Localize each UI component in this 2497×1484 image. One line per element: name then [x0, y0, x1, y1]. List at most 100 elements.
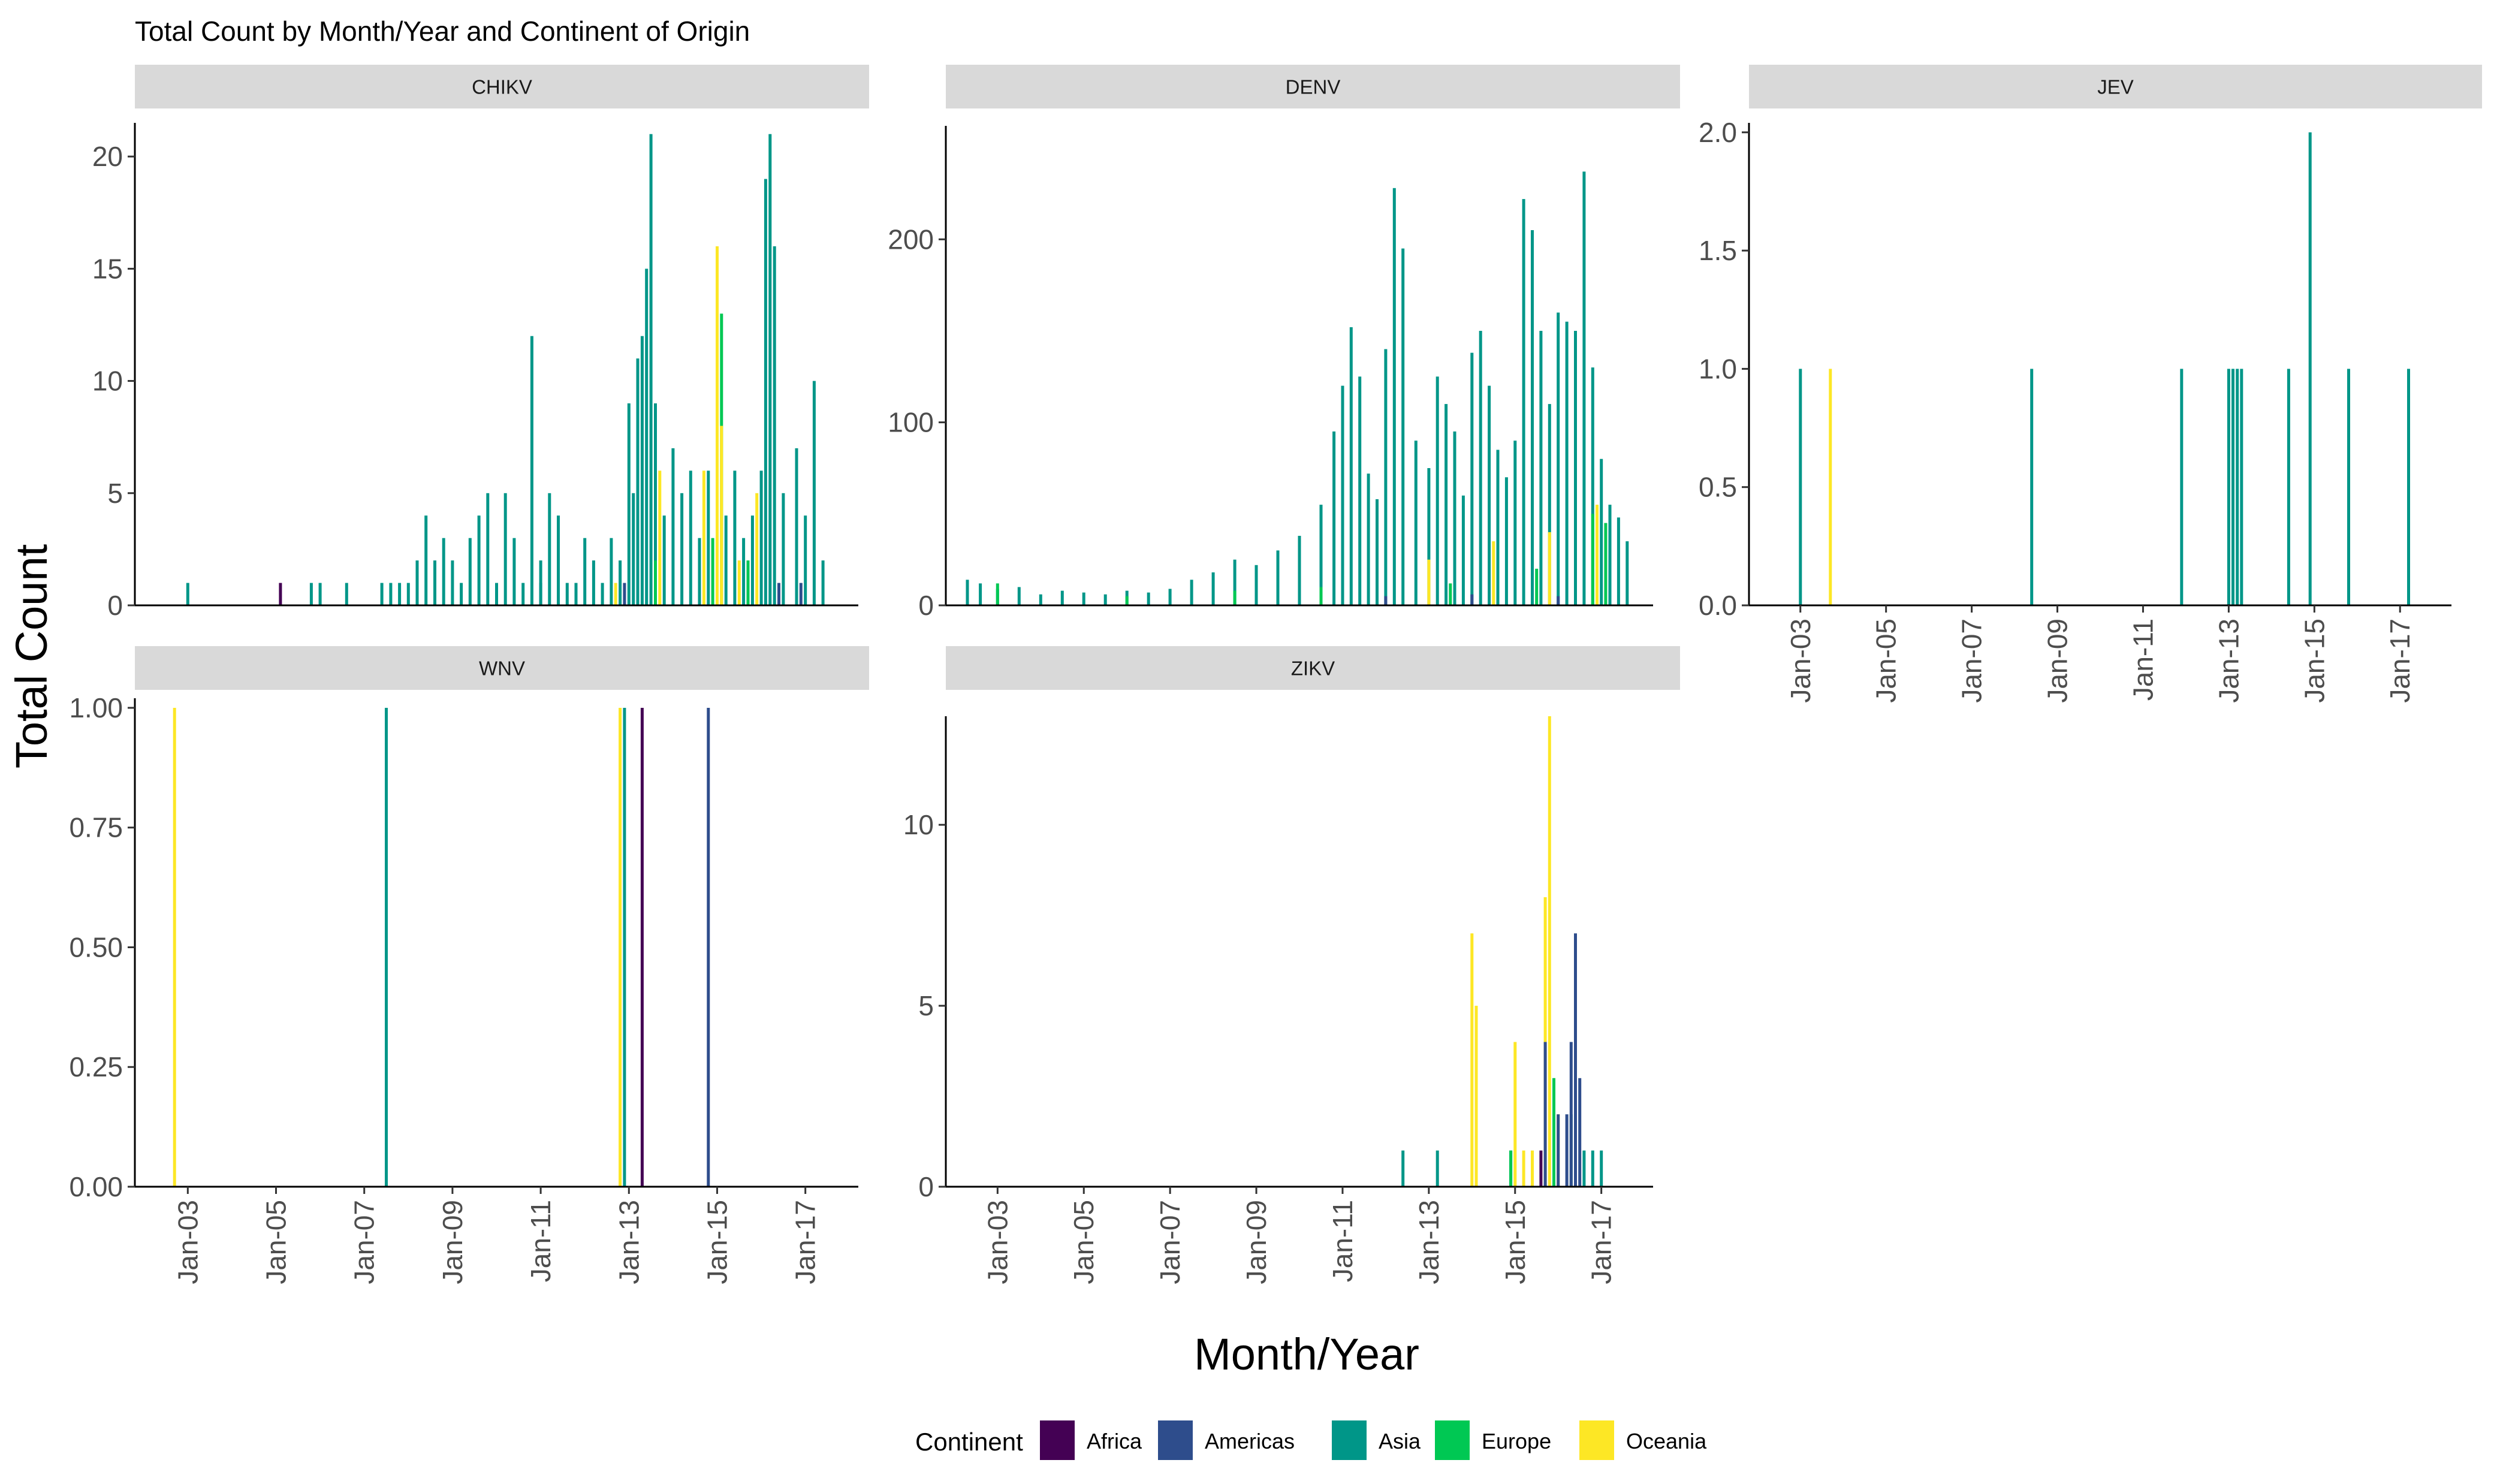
panel-strip-label: JEV	[2097, 76, 2134, 98]
legend-swatch	[1158, 1420, 1193, 1460]
bar-asia	[398, 583, 402, 605]
bar-asia	[795, 448, 798, 605]
bar-europe	[1449, 583, 1452, 605]
legend-item-americas: Americas	[1158, 1420, 1295, 1460]
y-axis-title: Total Count	[7, 544, 56, 768]
bar-asia	[1591, 1150, 1594, 1187]
bar-asia	[750, 515, 754, 605]
legend-swatch	[1435, 1420, 1470, 1460]
bar-asia	[557, 515, 560, 605]
y-tick-label: 0.00	[69, 1171, 123, 1202]
y-tick-label: 5	[918, 990, 934, 1021]
y-tick-label: 100	[888, 407, 934, 438]
bar-asia	[1565, 321, 1569, 605]
bar-asia	[1082, 592, 1085, 605]
bar-asia	[812, 381, 816, 605]
bar-americas	[623, 583, 626, 605]
chart-title: Total Count by Month/Year and Continent …	[135, 16, 750, 47]
y-tick-label: 0.5	[1699, 472, 1737, 503]
bar-asia	[768, 134, 772, 605]
x-tick-label: Jan-13	[1413, 1200, 1444, 1284]
bar-americas	[799, 583, 803, 605]
x-tick-label: Jan-07	[1956, 619, 1988, 703]
bar-asia	[1103, 594, 1107, 605]
x-tick-label: Jan-09	[437, 1200, 468, 1284]
bar-asia	[318, 583, 322, 605]
bar-oceania	[1531, 1150, 1534, 1187]
bar-oceania	[614, 583, 617, 605]
bar-asia	[380, 583, 384, 605]
bar-asia	[1349, 327, 1353, 605]
x-tick-label: Jan-15	[702, 1200, 733, 1284]
bar-asia	[707, 470, 710, 605]
panel-strip-label: ZIKV	[1291, 657, 1335, 680]
bar-asia	[1470, 352, 1474, 605]
bar-asia	[512, 538, 516, 605]
bar-asia	[1414, 441, 1418, 605]
bar-asia	[680, 493, 684, 605]
bar-asia	[1600, 1150, 1603, 1187]
bar-oceania	[1829, 369, 1832, 605]
legend-swatch	[1040, 1420, 1075, 1460]
legend-title: Continent	[915, 1428, 1023, 1456]
bar-europe	[654, 560, 657, 605]
bar-asia	[2347, 369, 2350, 605]
y-tick-label: 5	[107, 478, 123, 509]
bar-oceania	[1492, 541, 1495, 605]
bar-asia	[1444, 404, 1448, 605]
bar-asia	[764, 179, 767, 606]
bar-asia	[2240, 369, 2243, 605]
y-tick-label: 1.00	[69, 692, 123, 723]
panel-strip	[946, 646, 1680, 690]
bar-oceania	[1543, 897, 1547, 1187]
bar-asia	[345, 583, 348, 605]
bar-asia	[389, 583, 393, 605]
bar-asia	[821, 560, 825, 605]
bar-asia	[1557, 312, 1560, 605]
bar-asia	[645, 269, 649, 605]
bar-oceania	[716, 246, 719, 605]
bar-americas	[707, 708, 710, 1187]
bar-asia	[1319, 505, 1323, 605]
bar-asia	[1392, 188, 1396, 605]
bar-asia	[1522, 199, 1525, 606]
bar-asia	[1276, 550, 1280, 605]
x-tick-label: Jan-11	[1327, 1200, 1358, 1282]
panel-denv: DENV 0 100 200	[888, 65, 1680, 621]
bar-asia	[1427, 468, 1431, 605]
bar-asia	[636, 358, 640, 605]
bar-asia	[773, 246, 776, 605]
bar-asia	[1211, 572, 1215, 605]
legend-item-europe: Europe	[1435, 1420, 1551, 1460]
x-tick-label: Jan-09	[2042, 619, 2073, 703]
bar-americas	[1578, 1078, 1582, 1187]
bar-asia	[649, 134, 653, 605]
bar-asia	[1600, 459, 1603, 605]
bar-americas	[1565, 1114, 1569, 1187]
bar-asia	[521, 583, 525, 605]
bar-africa	[1539, 1150, 1543, 1187]
bar-asia	[966, 580, 969, 605]
bar-oceania	[1470, 933, 1474, 1187]
bar-asia	[724, 515, 728, 605]
bar-asia	[733, 470, 737, 605]
y-tick-label: 0.0	[1699, 590, 1737, 621]
bar-europe	[1535, 568, 1539, 605]
panel-jev: JEV 0.0 0.5 1.0 1.5 2.0 Jan-03 Jan-05 Jan-07 Jan-…	[1699, 65, 2482, 703]
bar-asia	[1591, 367, 1594, 605]
bar-asia	[1626, 541, 1629, 605]
bar-asia	[2407, 369, 2410, 605]
bar-asia	[1384, 349, 1388, 605]
bar-asia	[1168, 589, 1172, 605]
bar-asia	[1147, 592, 1150, 605]
x-tick-label: Jan-03	[1785, 619, 1816, 703]
bar-asia	[1488, 385, 1491, 605]
x-tick-label: Jan-17	[790, 1200, 821, 1284]
bar-asia	[1608, 505, 1612, 605]
bar-asia	[1190, 580, 1193, 605]
x-tick-label: Jan-11	[2128, 619, 2159, 701]
bar-asia	[2180, 369, 2184, 605]
y-tick-label: 2.0	[1699, 117, 1737, 148]
bar-asia	[530, 336, 533, 605]
